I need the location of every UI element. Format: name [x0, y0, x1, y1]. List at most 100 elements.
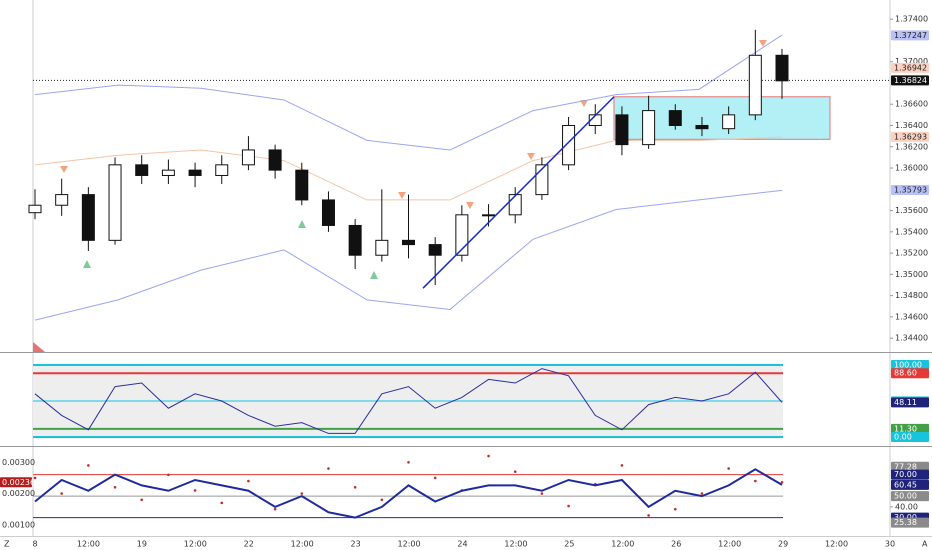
- price-label-bg: [891, 30, 929, 41]
- series-line: [34, 368, 783, 434]
- x-tick-label: 22: [244, 540, 254, 549]
- dot: [754, 479, 757, 483]
- y-tick-label: 1.35400: [895, 227, 928, 236]
- y-tick-label: 0.00300: [2, 458, 35, 467]
- x-tick-label: 12:00: [611, 540, 634, 549]
- y-tick-label: 1.37000: [895, 57, 928, 66]
- y-tick-label: 1.35200: [895, 249, 928, 258]
- price-label-bg: [891, 185, 929, 196]
- corner-marker: [33, 342, 45, 352]
- price-label: 88.60: [894, 369, 917, 378]
- x-tick-label: 12:00: [504, 540, 527, 549]
- x-tick-label: 8: [32, 540, 37, 549]
- y-tick-label: 1.34600: [895, 312, 928, 321]
- x-tick-label: 25: [564, 540, 574, 549]
- price-label: 100.00: [894, 361, 922, 370]
- x-tick-label: 12:00: [398, 540, 421, 549]
- dot: [647, 514, 650, 517]
- candle-body: [348, 224, 362, 256]
- candle-body: [268, 149, 282, 171]
- candle-body: [295, 169, 309, 201]
- x-tick-label: 30: [885, 540, 895, 549]
- dot: [273, 507, 277, 511]
- price-label-bg: [891, 360, 929, 371]
- x-tick-label: 24: [457, 540, 467, 549]
- price-label: 48.11: [894, 398, 917, 407]
- y2-tick-label: 40.00: [895, 502, 918, 511]
- dot: [487, 454, 490, 458]
- dot: [60, 492, 63, 495]
- price-label-bg: [891, 479, 929, 490]
- dot: [540, 492, 544, 495]
- time-axis-left: Z: [4, 540, 10, 549]
- candle-body: [321, 199, 335, 226]
- candle-body: [188, 169, 202, 176]
- price-label: 1.35793: [894, 186, 927, 195]
- price-label: 0.00236: [2, 478, 35, 487]
- candle-body: [215, 164, 229, 176]
- dot: [113, 485, 117, 489]
- y-tick-label: 1.34400: [895, 334, 928, 343]
- candle-body: [562, 124, 576, 166]
- x-tick-label: 12:00: [718, 540, 741, 549]
- price-label-bg: [891, 62, 929, 73]
- candle-body: [135, 164, 149, 176]
- candle-body: [402, 239, 415, 246]
- candle-body: [375, 239, 389, 256]
- trendline: [422, 96, 615, 289]
- dot: [407, 461, 410, 464]
- dot: [193, 489, 197, 492]
- candle-body: [241, 149, 255, 166]
- price-label-bg: [891, 75, 929, 86]
- dot: [620, 464, 624, 467]
- y-tick-label: 1.36200: [895, 142, 928, 151]
- candle-body: [668, 110, 682, 126]
- price-label: 1.36824: [894, 76, 927, 85]
- y-tick-label: 1.35000: [895, 270, 928, 279]
- candle-body: [81, 194, 95, 241]
- x-tick-label: 23: [351, 540, 361, 549]
- price-label-bg: [891, 423, 929, 434]
- series-line: [34, 468, 783, 519]
- price-label: 25.38: [894, 518, 917, 527]
- price-label-bg: [891, 517, 929, 528]
- price-label-bg: [891, 461, 929, 472]
- candle-body: [722, 114, 736, 130]
- price-label: 60.45: [894, 480, 917, 489]
- x-tick-label: 12:00: [825, 540, 848, 549]
- y-tick-label: 1.36400: [895, 121, 928, 130]
- y-tick-label: 1.35600: [895, 206, 928, 215]
- dot: [567, 504, 570, 508]
- candle-body: [482, 214, 496, 217]
- time-axis-right: A: [922, 540, 928, 549]
- candle-body: [615, 114, 629, 146]
- candle-body: [695, 124, 709, 130]
- dot: [220, 501, 224, 505]
- y-tick-label: 1.37400: [895, 15, 928, 24]
- dot: [87, 464, 90, 467]
- price-label-bg: [891, 397, 929, 408]
- dot: [167, 473, 170, 477]
- x-tick-label: 12:00: [291, 540, 314, 549]
- dot: [33, 476, 37, 480]
- dot: [673, 507, 677, 511]
- price-label: 77.28: [894, 462, 917, 471]
- dot: [780, 480, 784, 484]
- price-label-bg: [891, 491, 929, 502]
- price-label-bg: [891, 432, 929, 443]
- y-tick-label: 1.34800: [895, 291, 928, 300]
- dot: [247, 479, 250, 483]
- y-tick-label: 1.36000: [895, 164, 928, 173]
- dot: [433, 476, 437, 480]
- x-tick-label: 26: [671, 540, 681, 549]
- dot: [380, 498, 384, 502]
- candle-body: [55, 194, 69, 206]
- candle-body: [161, 169, 175, 176]
- y-tick-label: 0.00200: [2, 489, 35, 498]
- candle-body: [775, 54, 789, 82]
- price-label: 11.30: [894, 424, 917, 433]
- price-label-bg: [891, 131, 929, 142]
